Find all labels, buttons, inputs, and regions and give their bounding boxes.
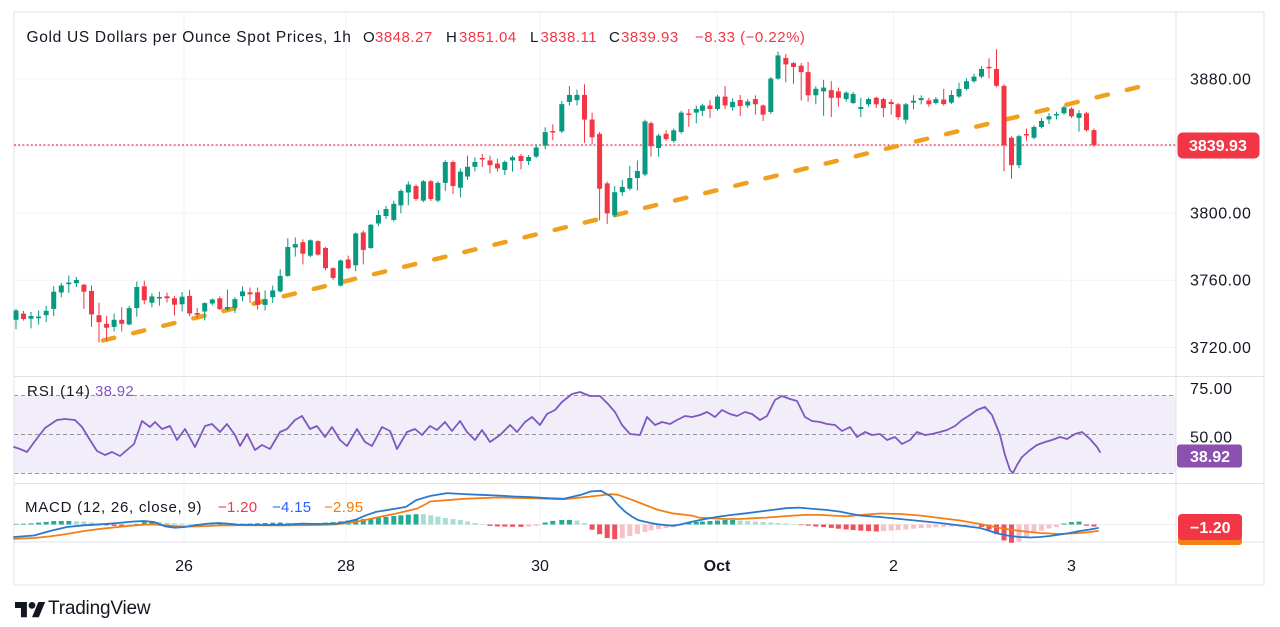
svg-text:O: O: [363, 29, 375, 46]
svg-text:3848.27: 3848.27: [375, 29, 433, 46]
svg-text:3800.00: 3800.00: [1190, 206, 1251, 223]
svg-text:26: 26: [175, 558, 193, 575]
svg-text:75.00: 75.00: [1190, 381, 1233, 398]
svg-text:−1.20: −1.20: [218, 499, 257, 516]
svg-text:50.00: 50.00: [1190, 430, 1233, 447]
svg-text:3880.00: 3880.00: [1190, 72, 1251, 89]
svg-text:TradingView: TradingView: [48, 598, 151, 619]
svg-text:38.92: 38.92: [1190, 449, 1230, 466]
svg-text:Oct: Oct: [704, 558, 731, 575]
svg-text:−4.15: −4.15: [272, 499, 311, 516]
svg-text:3851.04: 3851.04: [459, 29, 517, 46]
svg-text:−1.20: −1.20: [1190, 520, 1231, 537]
svg-text:Gold US Dollars per Ounce Spot: Gold US Dollars per Ounce Spot Prices, 1…: [27, 29, 352, 46]
svg-text:28: 28: [337, 558, 355, 575]
svg-text:H: H: [446, 29, 457, 46]
svg-text:30: 30: [531, 558, 549, 575]
svg-text:3760.00: 3760.00: [1190, 273, 1251, 290]
svg-text:3839.93: 3839.93: [1189, 138, 1247, 155]
svg-text:−2.95: −2.95: [324, 499, 363, 516]
svg-text:3: 3: [1067, 558, 1076, 575]
svg-text:RSI (14): RSI (14): [27, 383, 91, 400]
svg-text:3720.00: 3720.00: [1190, 340, 1251, 357]
svg-text:C: C: [609, 29, 620, 46]
svg-text:−8.33 (−0.22%): −8.33 (−0.22%): [695, 29, 805, 46]
svg-text:MACD (12, 26, close, 9): MACD (12, 26, close, 9): [25, 499, 202, 516]
svg-text:L: L: [530, 29, 539, 46]
svg-text:38.92: 38.92: [95, 383, 134, 400]
svg-text:3838.11: 3838.11: [541, 29, 598, 46]
svg-text:2: 2: [889, 558, 898, 575]
svg-text:3839.93: 3839.93: [621, 29, 679, 46]
